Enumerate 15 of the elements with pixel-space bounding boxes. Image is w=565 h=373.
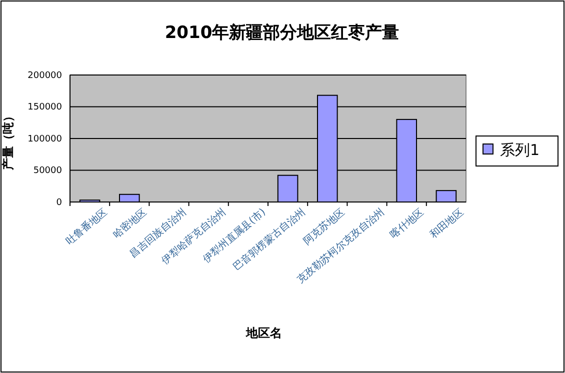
x-tick-label: 吐鲁番地区 bbox=[64, 206, 110, 248]
y-tick-label: 0 bbox=[56, 198, 62, 208]
y-tick-label: 200000 bbox=[28, 70, 62, 81]
bar bbox=[119, 194, 140, 202]
y-tick-label: 100000 bbox=[28, 134, 62, 144]
x-axis-title: 地区名 bbox=[245, 326, 282, 340]
y-tick-label: 50000 bbox=[33, 166, 62, 176]
y-tick-label: 150000 bbox=[28, 102, 62, 113]
bar bbox=[436, 190, 457, 202]
chart-title: 2010年新疆部分地区红枣产量 bbox=[164, 23, 400, 43]
y-axis-title: 产量（吨） bbox=[1, 110, 15, 171]
x-tick-label: 和田地区 bbox=[428, 206, 466, 241]
legend-label: 系列1 bbox=[500, 141, 540, 159]
x-tick-label: 喀什地区 bbox=[388, 206, 426, 241]
bar bbox=[277, 174, 298, 202]
